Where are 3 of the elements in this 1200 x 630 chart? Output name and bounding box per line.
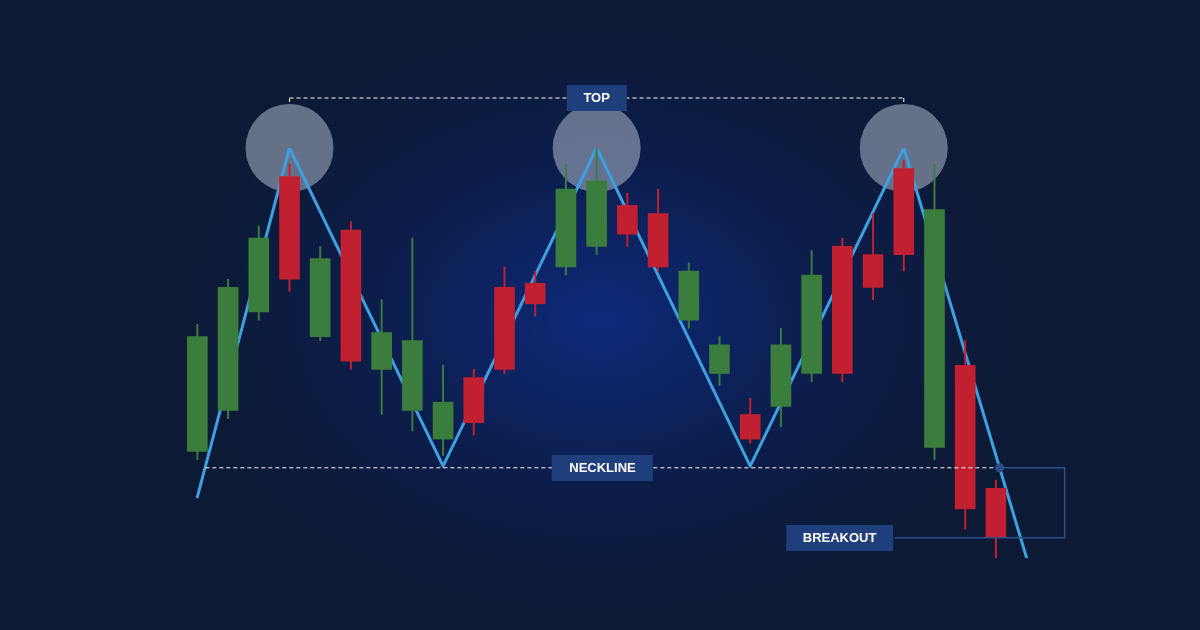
annotation: BREAKOUT bbox=[785, 524, 894, 551]
ref-line-label: NECKLINE bbox=[552, 454, 653, 481]
text: TOP bbox=[566, 85, 627, 111]
